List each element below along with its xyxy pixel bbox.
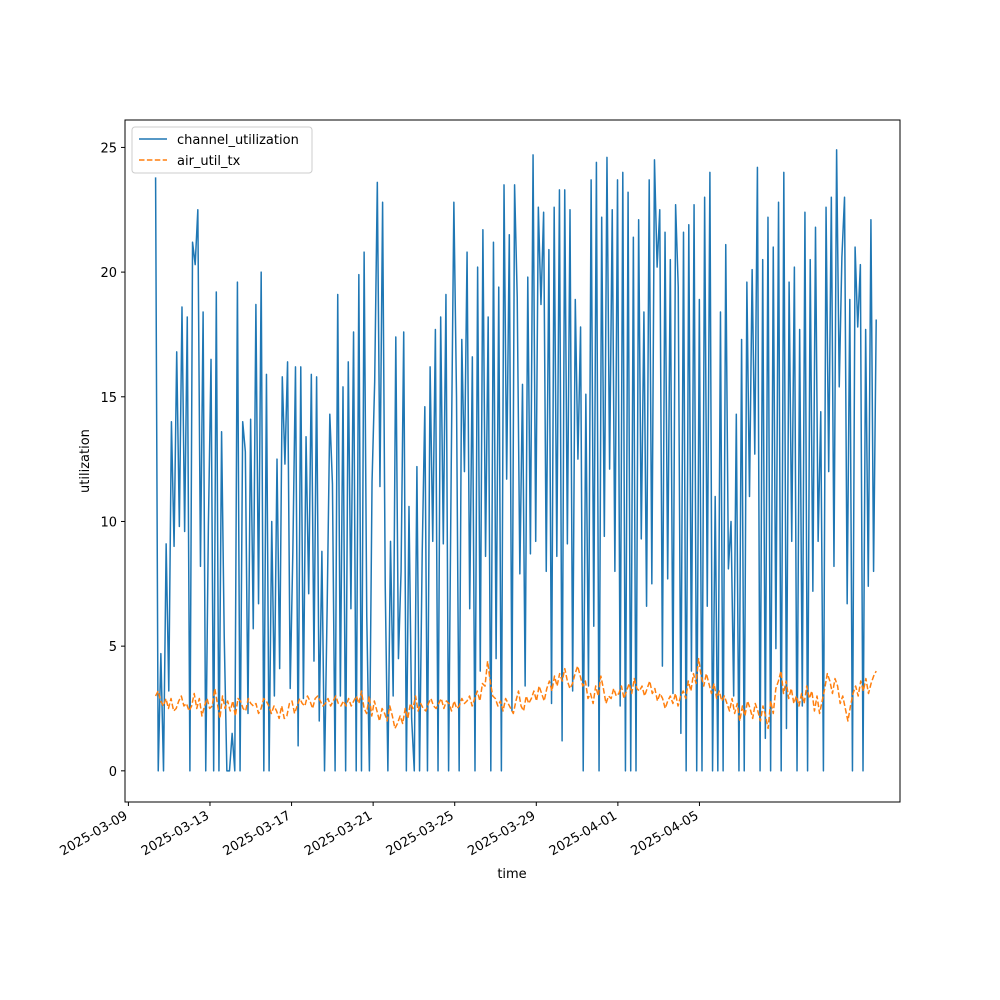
legend-label-channel-utilization: channel_utilization <box>177 133 299 148</box>
y-tick-label: 25 <box>100 141 117 156</box>
y-tick-label: 20 <box>100 266 117 281</box>
y-axis: 0 5 10 15 20 25 <box>100 141 125 780</box>
legend-box <box>131 126 313 174</box>
y-tick-label: 15 <box>100 391 117 406</box>
y-tick-label: 5 <box>109 640 117 655</box>
legend-label-air-util-tx: air_util_tx <box>177 154 241 169</box>
x-axis-label: time <box>497 867 526 882</box>
y-tick-label: 10 <box>100 515 117 530</box>
series-line-air-util-tx <box>154 657 877 730</box>
y-tick-label: 0 <box>109 765 117 780</box>
legend: channel_utilization air_util_tx <box>131 126 313 174</box>
plot-frame <box>124 119 901 803</box>
series-line-channel-utilization <box>154 149 877 772</box>
plot-layer <box>154 149 877 772</box>
y-axis-label: utilization <box>78 429 93 493</box>
